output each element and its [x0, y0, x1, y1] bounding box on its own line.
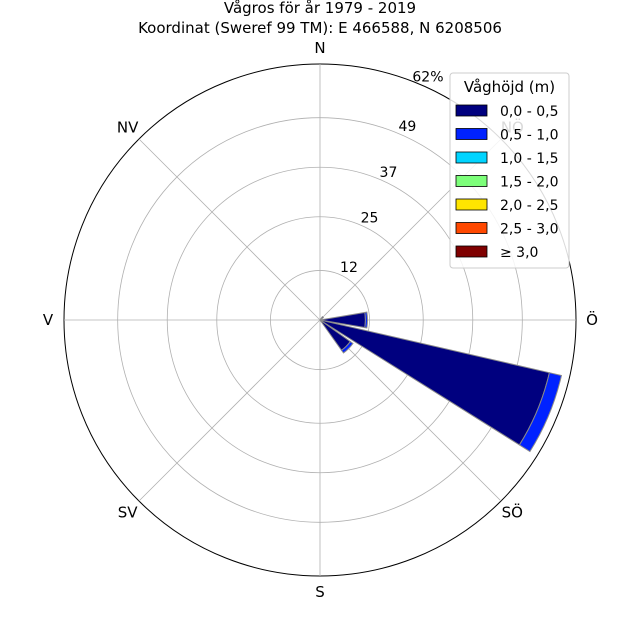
ring-label: 25 — [361, 211, 379, 227]
legend-frame — [449, 72, 570, 269]
chart-title: Vågros för år 1979 - 2019 — [224, 0, 416, 17]
legend-label: 1,0 - 1,5 — [500, 151, 558, 167]
chart-subtitle: Koordinat (Sweref 99 TM): E 466588, N 62… — [138, 19, 502, 37]
direction-label: SV — [118, 503, 139, 521]
direction-label: SÖ — [502, 502, 523, 521]
legend-label: 2,5 - 3,0 — [500, 222, 558, 238]
legend-swatch — [455, 222, 488, 234]
rose-bar-segment — [319, 319, 550, 446]
legend-swatch — [455, 104, 488, 117]
legend-swatch — [455, 128, 488, 140]
ring-labels: 12 25 37 49 62% — [340, 69, 443, 276]
direction-label: NV — [117, 119, 139, 137]
legend-label: 1,5 - 2,0 — [500, 175, 558, 191]
ring-label: 62% — [412, 69, 443, 85]
rose-bars — [319, 311, 563, 453]
direction-label: Ö — [586, 310, 598, 329]
polar-grid — [64, 64, 576, 576]
rose-bar-segment — [319, 315, 325, 321]
legend-swatch — [455, 245, 488, 258]
rose-bar-segment — [518, 372, 563, 453]
rose-bar-segment — [340, 340, 354, 354]
rose-bar-segment — [364, 311, 368, 329]
legend-swatch — [455, 175, 488, 187]
grid-spoke — [138, 138, 321, 321]
legend-swatch — [455, 198, 488, 211]
legend-label: ≥ 3,0 — [500, 245, 538, 261]
ring-label: 49 — [399, 119, 417, 135]
legend-label: 0,0 - 0,5 — [500, 104, 558, 120]
legend-title: Våghöjd (m) — [464, 78, 555, 96]
legend-swatch — [455, 151, 488, 164]
direction-label: S — [315, 583, 325, 601]
legend: Våghöjd (m) 0,0 - 0,5 0,5 - 1,0 1,0 - 1,5 1… — [449, 72, 570, 269]
ring-label: 37 — [380, 165, 398, 181]
direction-label: N — [314, 39, 325, 57]
legend-items: 0,0 - 0,5 0,5 - 1,0 1,0 - 1,5 1,5 - 2,0 2,0 … — [455, 104, 558, 261]
legend-label: 2,0 - 2,5 — [500, 198, 558, 214]
legend-label: 0,5 - 1,0 — [500, 128, 558, 144]
grid-spoke — [138, 319, 321, 502]
grid-spoke — [319, 319, 502, 502]
ring-label: 12 — [340, 260, 358, 276]
direction-label: V — [43, 311, 54, 329]
